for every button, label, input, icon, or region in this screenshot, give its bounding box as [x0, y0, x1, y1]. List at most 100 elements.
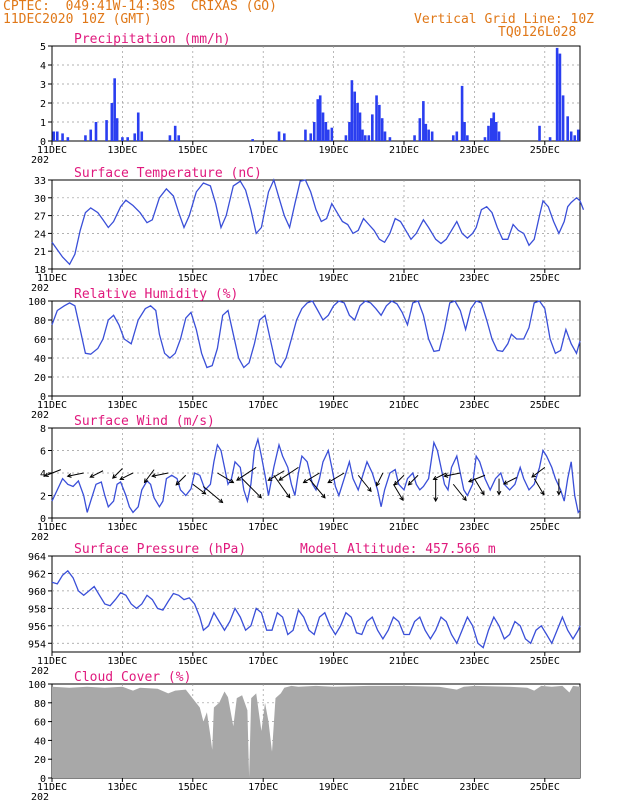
clipped-year-label: 202: [31, 155, 49, 166]
precip-bar: [344, 135, 348, 141]
wind-arrow: [90, 470, 104, 478]
y-tick-label: 954: [28, 639, 46, 650]
x-tick-label: 17DEC: [248, 273, 278, 284]
precip-bar: [383, 131, 387, 141]
y-tick-label: 6: [40, 447, 46, 458]
x-tick-label: 25DEC: [530, 656, 560, 667]
panel-temp: 18 21 24 27 30 33 11DEC 13DEC 15DEC 17DEC 19DEC 21D…: [31, 166, 585, 294]
x-tick-label: 21DEC: [389, 145, 419, 156]
x-tick-label: 11DEC: [37, 782, 67, 793]
wind-arrow: [203, 486, 223, 503]
x-tick-label: 25DEC: [530, 145, 560, 156]
x-tick-label: 21DEC: [389, 782, 419, 793]
precip-bar: [455, 131, 459, 141]
precip-bar: [304, 129, 307, 141]
y-tick-label: 40: [34, 736, 46, 747]
precip-bar: [371, 114, 374, 141]
wind-arrow-head: [399, 496, 404, 502]
y-tick-label: 2: [40, 492, 46, 503]
y-tick-label: 20: [34, 755, 46, 766]
precip-bar: [424, 123, 428, 141]
precip-bar: [422, 101, 425, 141]
precip-bar: [321, 112, 325, 141]
x-tick-label: 13DEC: [107, 782, 137, 793]
x-tick-label: 17DEC: [248, 145, 278, 156]
x-tick-label: 19DEC: [319, 522, 349, 533]
wind-arrow-head: [375, 481, 381, 487]
wind-arrow: [119, 472, 134, 480]
precip-bar: [327, 129, 330, 141]
clipped-year-label: 202: [31, 283, 49, 294]
precip-bar: [89, 129, 93, 141]
plot-frame: [51, 45, 581, 142]
wind-arrow: [503, 477, 517, 485]
wind-arrow: [268, 470, 285, 481]
precip-bar: [576, 129, 580, 141]
precip-bar: [316, 99, 320, 141]
precip-bar: [569, 131, 573, 141]
x-tick-label: 15DEC: [178, 400, 208, 411]
precip-bar: [121, 137, 124, 141]
x-tick-label: 25DEC: [530, 522, 560, 533]
panel-title: Precipitation (mm/h): [74, 32, 231, 47]
y-tick-label: 960: [28, 587, 46, 598]
precip-bar: [538, 125, 541, 141]
x-tick-label: 15DEC: [178, 273, 208, 284]
x-tick-label: 17DEC: [248, 782, 278, 793]
precip-bar: [418, 118, 422, 141]
x-tick-label: 19DEC: [319, 145, 349, 156]
y-tick-label: 60: [34, 335, 46, 346]
panel-rh: 0 20 40 60 80 100 11DEC 13DEC 15DEC 17DEC 19DEC 21D…: [28, 287, 581, 421]
x-tick-label: 11DEC: [37, 522, 67, 533]
x-tick-label: 21DEC: [389, 273, 419, 284]
y-tick-label: 958: [28, 604, 46, 615]
wind-arrow: [394, 474, 405, 486]
precip-bar: [487, 125, 490, 141]
wind-arrow: [444, 472, 461, 477]
wind-arrow-head: [467, 478, 473, 483]
y-tick-label: 4: [40, 61, 46, 72]
wind-arrow-head: [327, 478, 333, 484]
panel-wind: 0 2 4 6 8 11DEC 13DEC 15DEC 17DEC 19DEC 21DEC 23DEC…: [31, 414, 581, 543]
x-tick-label: 19DEC: [319, 656, 349, 667]
wind-vectors: [43, 466, 562, 504]
y-tick-label: 33: [34, 176, 46, 187]
x-tick-label: 21DEC: [389, 656, 419, 667]
x-tick-label: 17DEC: [248, 400, 278, 411]
precip-bar: [312, 122, 316, 141]
precip-bar: [61, 133, 64, 141]
precip-bar: [55, 131, 59, 141]
wind-arrow-head: [531, 473, 537, 478]
precip-bar: [283, 133, 286, 141]
y-tick-label: 80: [34, 316, 46, 327]
wind-arrow-head: [89, 473, 95, 478]
precip-bar: [561, 95, 565, 141]
wind-arrow-head: [236, 476, 241, 481]
precip-bar: [133, 133, 137, 141]
precip-bar: [466, 135, 469, 141]
x-tick-label: 19DEC: [319, 273, 349, 284]
wind-arrow-head: [462, 496, 467, 502]
precip-bar: [548, 137, 552, 141]
wind-arrow-head: [257, 493, 263, 499]
precip-bar: [330, 127, 334, 141]
wind-arrow: [433, 472, 447, 480]
y-tick-label: 100: [28, 680, 46, 691]
wind-arrow-head: [119, 475, 125, 481]
wind-arrow-head: [143, 478, 149, 484]
wind-arrow-head: [201, 490, 207, 495]
y-tick-label: 956: [28, 622, 46, 633]
precip-bar: [115, 118, 119, 141]
precip-bar: [427, 129, 430, 141]
panel-cloud: 0 20 40 60 80 100 11DEC 13DEC 15DEC 17DEC 19DEC 21D…: [28, 670, 581, 800]
wind-arrow: [112, 468, 123, 479]
precip-bar: [573, 135, 577, 141]
wind-arrow-head: [43, 472, 49, 477]
y-tick-label: 0: [40, 137, 46, 148]
wind-arrow-head: [367, 487, 372, 493]
x-tick-label: 25DEC: [530, 273, 560, 284]
x-tick-label: 25DEC: [530, 782, 560, 793]
wind-arrow: [152, 472, 169, 477]
wind-arrow-head: [218, 498, 224, 504]
x-tick-label: 19DEC: [319, 782, 349, 793]
